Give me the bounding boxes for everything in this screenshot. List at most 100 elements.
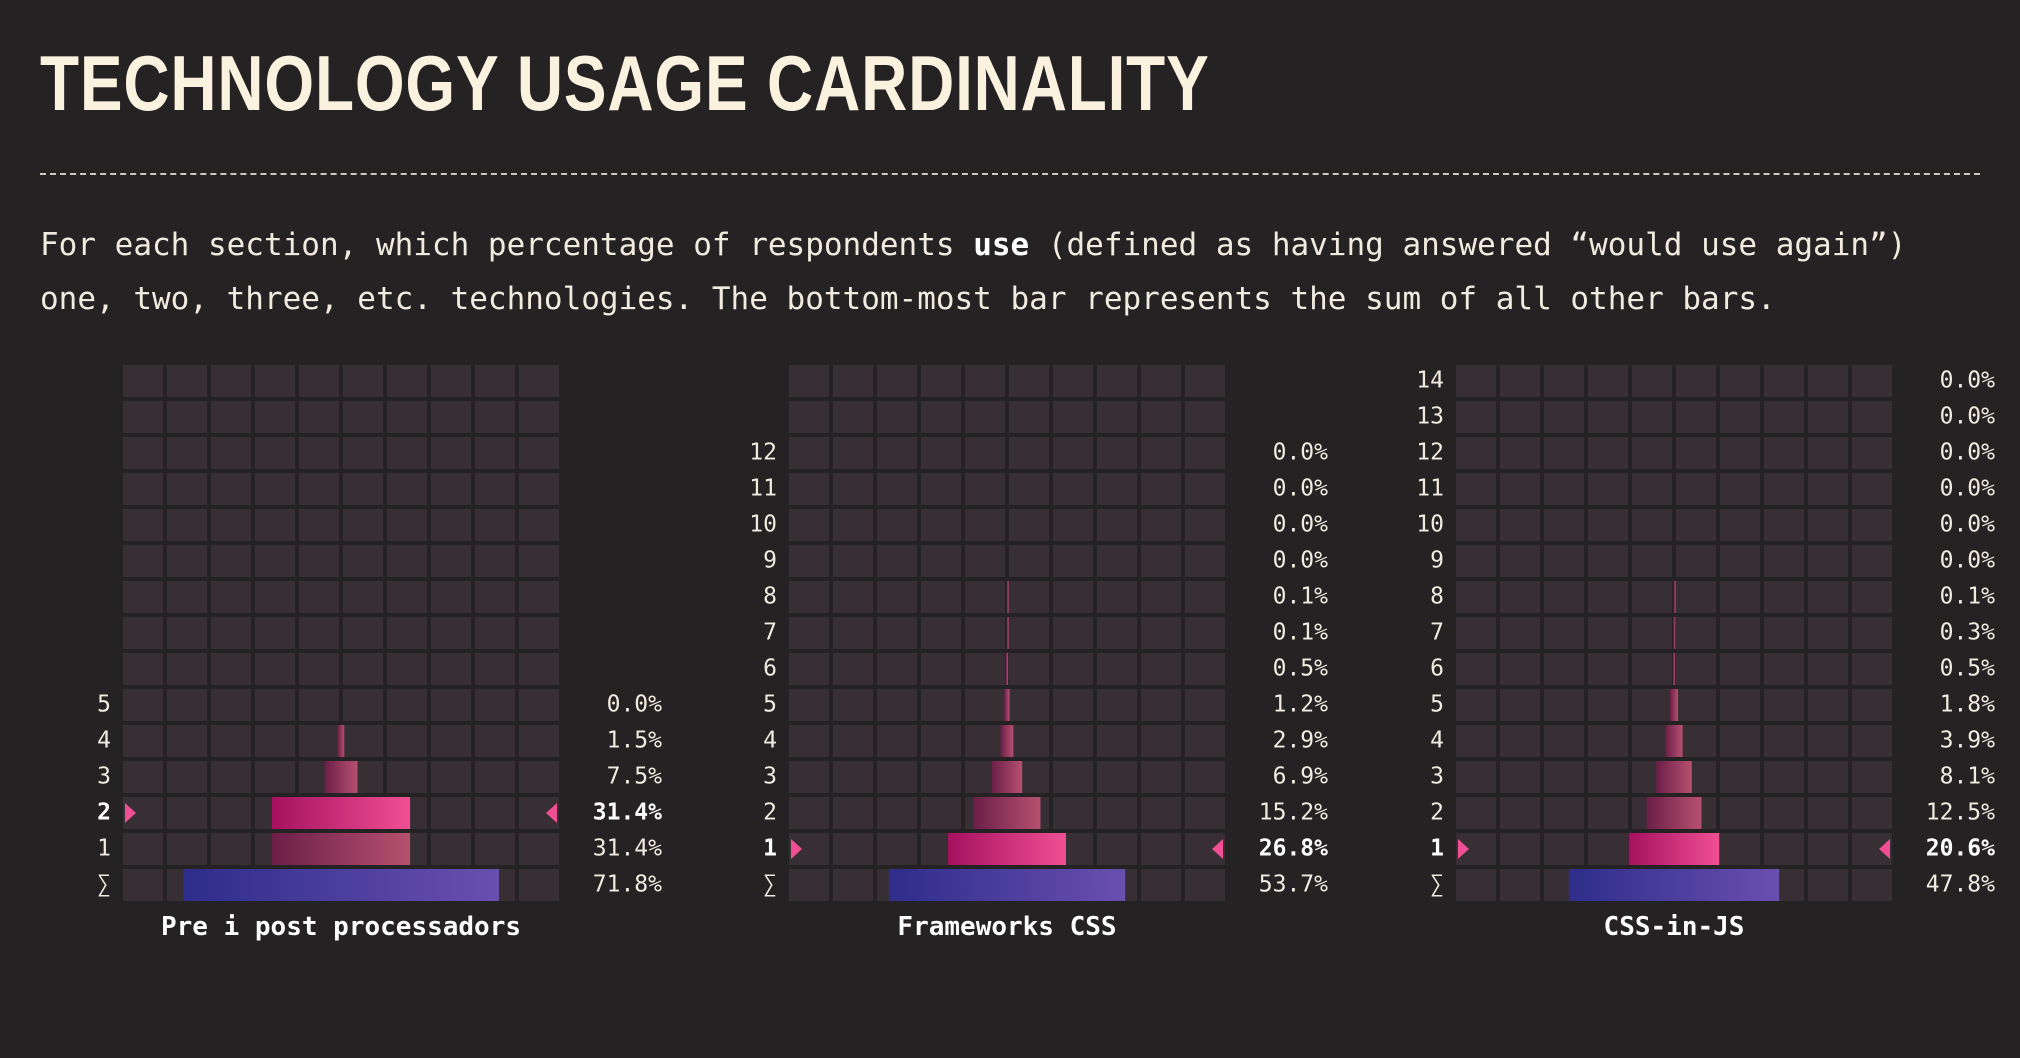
grid-cell <box>1852 653 1892 685</box>
grid-cell <box>387 437 427 469</box>
grid-cell <box>1456 509 1496 541</box>
value-label: 15.2% <box>1259 800 1328 826</box>
grid-cell <box>167 797 207 829</box>
grid-cell <box>1720 401 1760 433</box>
grid-cell <box>1141 725 1181 757</box>
grid-cell <box>1632 509 1672 541</box>
grid-cell <box>1764 725 1804 757</box>
grid-cell <box>1632 725 1672 757</box>
grid-cell <box>299 581 339 613</box>
grid-cell <box>123 869 163 901</box>
grid-cell <box>1544 545 1584 577</box>
grid-cell <box>343 689 383 721</box>
grid-cell <box>1141 365 1181 397</box>
row-label: 3 <box>763 764 777 790</box>
row-label: 11 <box>1416 476 1444 502</box>
grid-cell <box>123 833 163 865</box>
value-label: 8.1% <box>1940 764 1996 790</box>
bar <box>324 761 358 793</box>
grid-cell <box>1456 473 1496 505</box>
grid-cell <box>211 797 251 829</box>
grid-cell <box>1456 797 1496 829</box>
grid-cell <box>833 833 873 865</box>
grid-cell <box>1808 545 1848 577</box>
grid-cell <box>1720 365 1760 397</box>
grid-cell <box>211 473 251 505</box>
grid-cell <box>1053 581 1093 613</box>
grid-cell <box>1456 365 1496 397</box>
grid-cell <box>965 689 1005 721</box>
grid-cell <box>1808 689 1848 721</box>
sum-value-label: 47.8% <box>1926 872 1995 898</box>
grid-cell <box>1676 473 1716 505</box>
grid-cell <box>1141 581 1181 613</box>
grid-cell <box>519 401 559 433</box>
grid-cell <box>1141 617 1181 649</box>
grid-cell <box>789 617 829 649</box>
grid-cell <box>475 617 515 649</box>
grid-cell <box>1185 473 1225 505</box>
grid-cell <box>1676 617 1716 649</box>
grid-cell <box>1808 761 1848 793</box>
grid-cell <box>343 437 383 469</box>
grid-cell <box>1720 761 1760 793</box>
grid-cell <box>1632 437 1672 469</box>
grid-cell <box>833 437 873 469</box>
row-label: 12 <box>749 440 777 466</box>
bar <box>948 833 1066 865</box>
grid-cell <box>343 509 383 541</box>
grid-cell <box>1808 869 1848 901</box>
grid-cell <box>167 617 207 649</box>
grid-cell <box>965 545 1005 577</box>
grid-cell <box>833 365 873 397</box>
grid-cell <box>1852 473 1892 505</box>
grid-cell <box>1053 365 1093 397</box>
grid-cell <box>1097 653 1137 685</box>
grid-cell <box>1808 401 1848 433</box>
grid-cell <box>475 365 515 397</box>
grid-cell <box>343 653 383 685</box>
grid-cell <box>1456 401 1496 433</box>
description-text-start: For each section, which percentage of re… <box>40 227 974 263</box>
grid-cell <box>1141 869 1181 901</box>
grid-cell <box>1456 437 1496 469</box>
bar <box>1005 653 1009 685</box>
grid-cell <box>1676 653 1716 685</box>
row-label: 1 <box>1430 836 1444 862</box>
row-label: 3 <box>97 764 111 790</box>
grid-cell <box>1764 401 1804 433</box>
grid-cell <box>877 581 917 613</box>
grid-cell <box>1808 653 1848 685</box>
grid-cell <box>1009 653 1049 685</box>
grid-cell <box>519 545 559 577</box>
grid-cell <box>1720 509 1760 541</box>
grid-cell <box>1544 833 1584 865</box>
grid-cell <box>1588 617 1628 649</box>
grid-cell <box>1500 653 1540 685</box>
grid-cell <box>299 617 339 649</box>
grid-cell <box>1632 401 1672 433</box>
value-label: 0.1% <box>1273 620 1329 646</box>
grid-cell <box>1185 797 1225 829</box>
grid-cell <box>1588 509 1628 541</box>
row-label: 6 <box>1430 656 1444 682</box>
grid-cell <box>789 869 829 901</box>
grid-cell <box>475 545 515 577</box>
grid-cell <box>1141 653 1181 685</box>
sum-label: ∑ <box>763 872 777 898</box>
chart-css-frameworks: 12 0.0%11 0.0%10 0.0%9 0.0%8 0.1%7 0.1%6 0.5%5 1… <box>749 365 1329 942</box>
value-label: 0.0% <box>1940 512 1996 538</box>
grid-cell <box>1185 365 1225 397</box>
grid-cell <box>789 437 829 469</box>
grid-cell <box>1588 653 1628 685</box>
grid-cell <box>255 473 295 505</box>
grid-cell <box>211 617 251 649</box>
grid-cell <box>1053 617 1093 649</box>
grid-cell <box>1764 833 1804 865</box>
grid-cell <box>1720 797 1760 829</box>
grid-cell <box>1097 401 1137 433</box>
grid-cell <box>1632 617 1672 649</box>
grid-cell <box>1456 581 1496 613</box>
grid-cell <box>877 761 917 793</box>
grid-cell <box>921 509 961 541</box>
